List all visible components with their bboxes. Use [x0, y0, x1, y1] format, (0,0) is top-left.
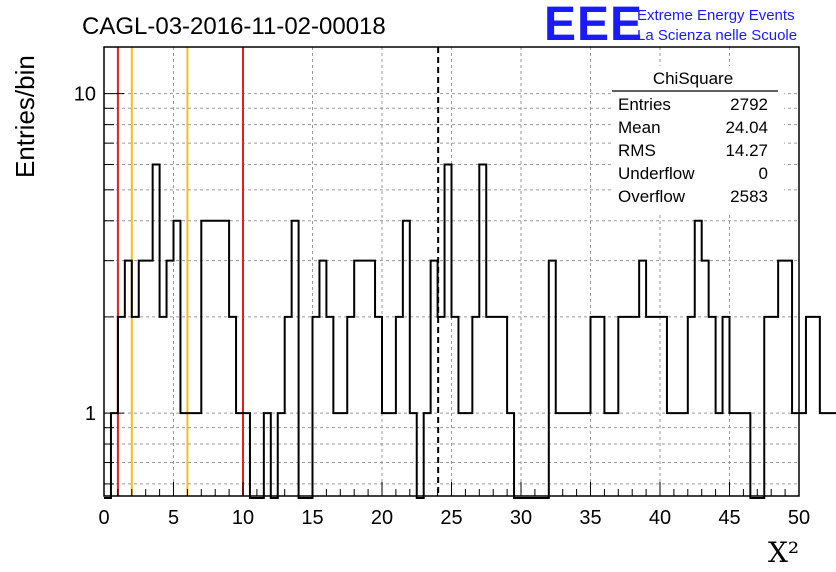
x-tick-label: 40 — [649, 507, 671, 529]
y-tick-label: 1 — [85, 403, 96, 425]
stats-value-underflow: 0 — [759, 164, 768, 183]
x-tick-label: 30 — [510, 507, 532, 529]
y-axis-label: Entries/bin — [10, 55, 40, 178]
x-tick-label: 0 — [98, 507, 109, 529]
stats-label-entries: Entries — [618, 95, 671, 114]
logo-mark: EEE — [544, 0, 643, 51]
x-tick-label: 20 — [371, 507, 393, 529]
axis-ticks — [103, 93, 800, 496]
y-tick-labels: 1 10 — [74, 84, 96, 425]
x-tick-label: 5 — [168, 507, 179, 529]
x-tick-label: 35 — [579, 507, 601, 529]
x-tick-label: 10 — [232, 507, 254, 529]
histogram-outline — [104, 163, 836, 499]
logo-line-1: Extreme Energy Events — [637, 7, 795, 24]
stats-box: ChiSquare Entries 2792 Mean 24.04 RMS 14… — [612, 66, 784, 212]
x-tick-labels: 0 5 10 15 20 25 30 35 40 45 50 — [98, 507, 810, 529]
x-axis-label: X² — [768, 536, 799, 569]
stats-label-rms: RMS — [618, 141, 656, 160]
logo-line-2: La Scienza nelle Scuole — [637, 27, 797, 44]
stats-value-mean: 24.04 — [725, 118, 768, 137]
chart-title: CAGL-03-2016-11-02-00018 — [82, 13, 386, 40]
grid — [104, 47, 799, 496]
stats-value-entries: 2792 — [730, 95, 768, 114]
x-tick-label: 25 — [440, 507, 462, 529]
stats-label-mean: Mean — [618, 118, 661, 137]
stats-box-background — [612, 66, 784, 212]
stats-title: ChiSquare — [653, 69, 733, 88]
y-tick-label: 10 — [74, 84, 96, 106]
stats-label-underflow: Underflow — [618, 164, 695, 183]
stats-label-overflow: Overflow — [618, 187, 686, 206]
x-tick-label: 45 — [718, 507, 740, 529]
stats-value-rms: 14.27 — [725, 141, 768, 160]
x-tick-label: 50 — [788, 507, 810, 529]
histogram — [104, 163, 836, 499]
x-tick-label: 15 — [301, 507, 323, 529]
stats-value-overflow: 2583 — [730, 187, 768, 206]
